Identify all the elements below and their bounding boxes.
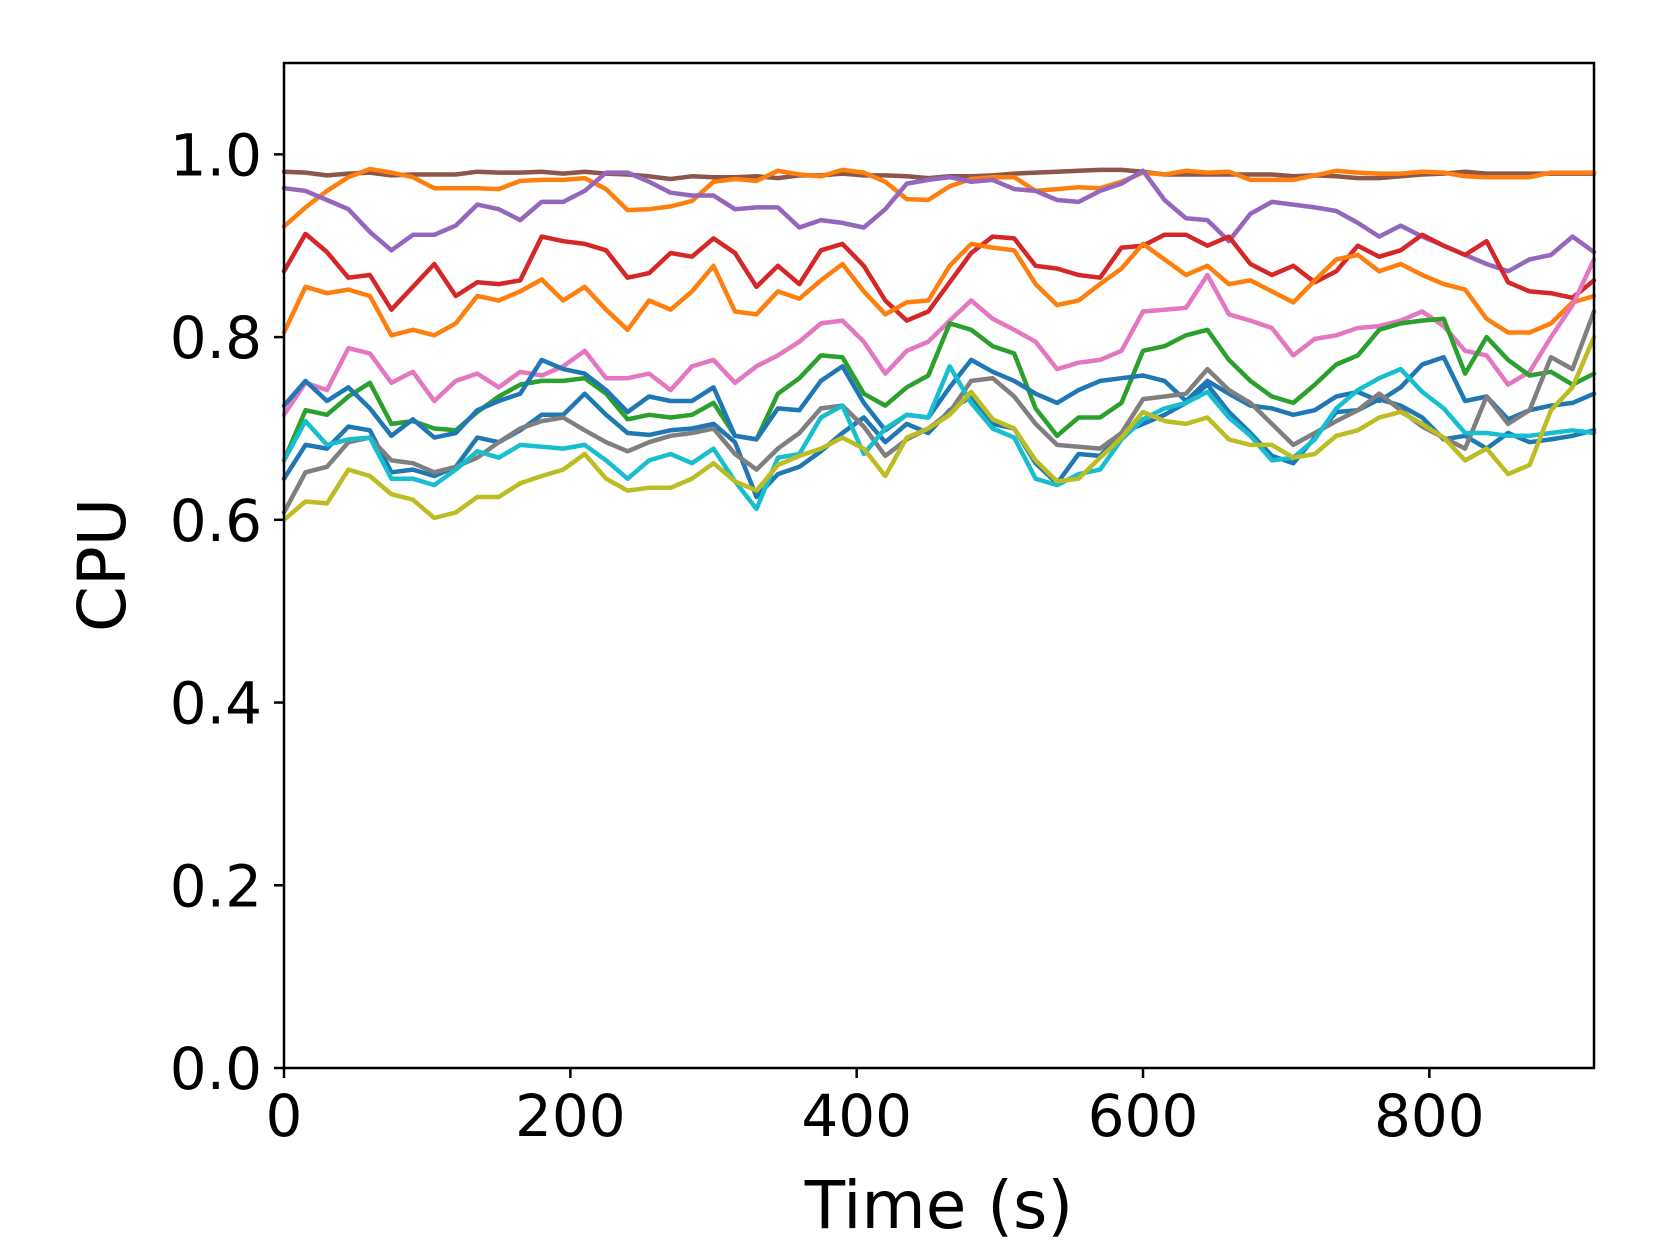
- x-tick-label: 400: [801, 1082, 912, 1150]
- series-line-11: [281, 364, 1597, 512]
- series-line-2: [281, 166, 1597, 229]
- y-axis: 0.0 0.2 0.4 0.6 0.8 1.0: [170, 121, 284, 1103]
- x-tick-label: 600: [1088, 1082, 1199, 1150]
- series-line-7: [281, 316, 1597, 463]
- series-line-5: [281, 241, 1597, 338]
- y-tick-label: 1.0: [170, 121, 262, 189]
- y-tick-label: 0.6: [170, 487, 262, 555]
- series-layer: [281, 166, 1597, 523]
- series-line-6: [281, 257, 1597, 418]
- y-tick-label: 0.2: [170, 852, 262, 920]
- y-axis-label: CPU: [64, 498, 141, 632]
- x-tick-label: 0: [266, 1082, 303, 1150]
- series-line-3: [281, 168, 1597, 274]
- y-tick-label: 0.8: [170, 304, 262, 372]
- y-tick-label: 0.4: [170, 670, 262, 738]
- x-tick-label: 800: [1374, 1082, 1485, 1150]
- x-axis-label: Time (s): [804, 1167, 1073, 1244]
- x-tick-label: 200: [515, 1082, 626, 1150]
- y-tick-label: 0.0: [170, 1035, 262, 1103]
- series-line-12: [281, 334, 1597, 523]
- plot-frame: [282, 61, 1596, 1070]
- x-axis: 0 200 400 600 800: [266, 1068, 1485, 1150]
- series-line-4: [281, 231, 1597, 323]
